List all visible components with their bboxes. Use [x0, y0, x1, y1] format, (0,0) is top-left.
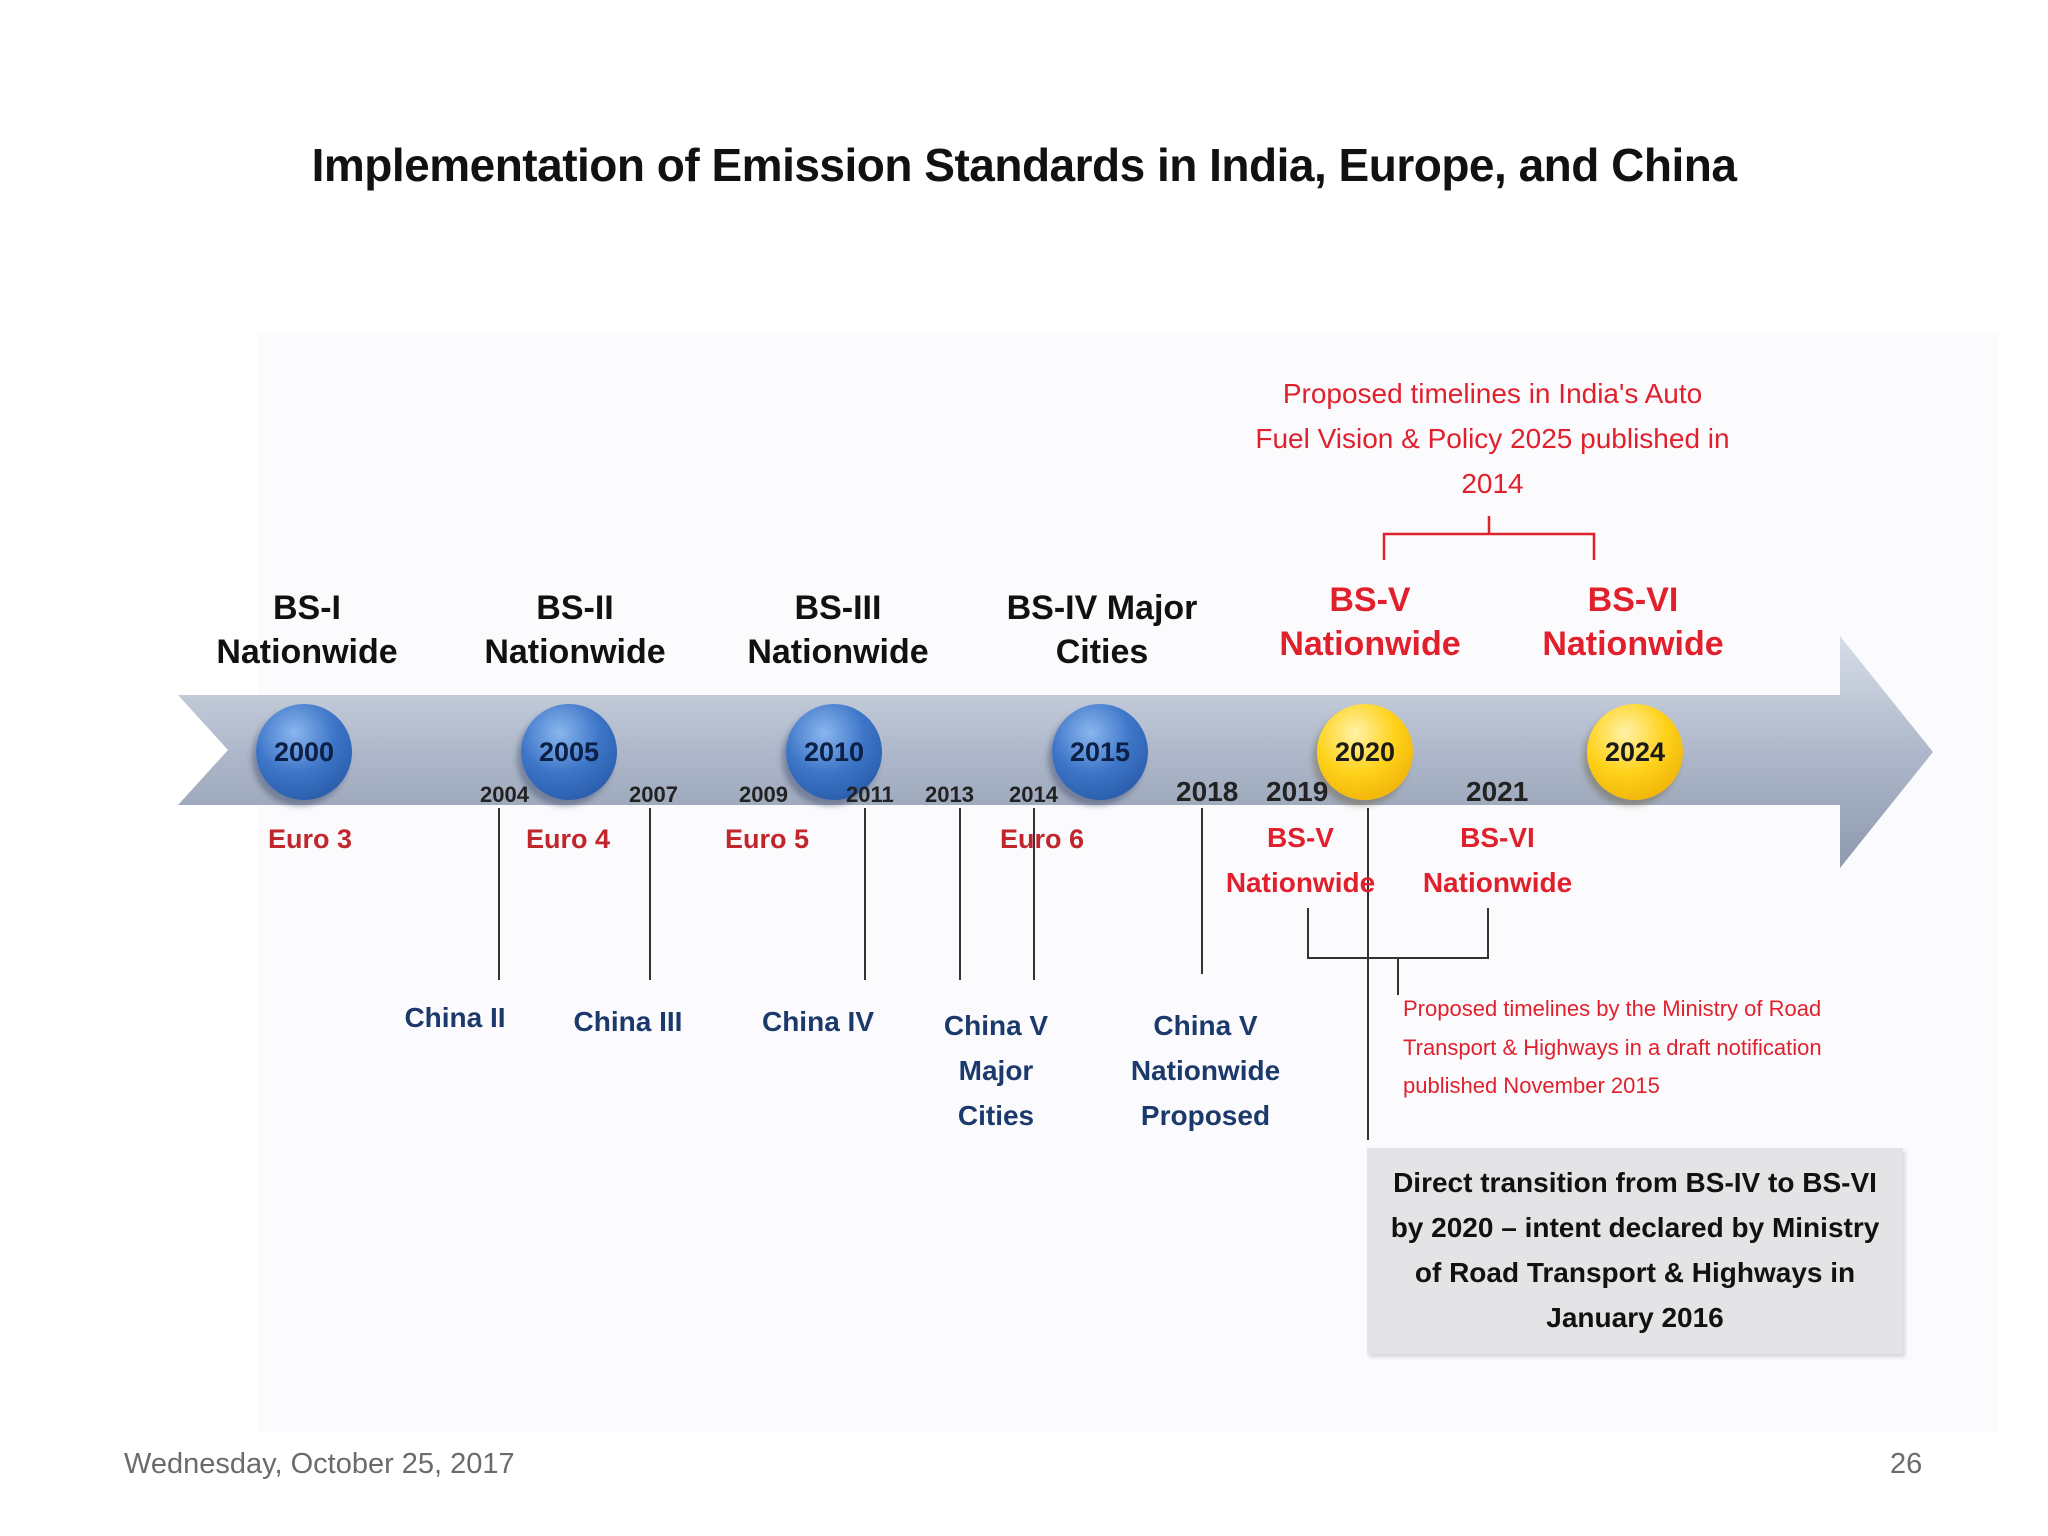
- year-circle-2020: 2020: [1317, 704, 1413, 800]
- europe-label-euro5: Euro 5: [724, 824, 810, 854]
- china-line-2007: [649, 808, 651, 980]
- ministry-label-bs5: BS-V Nationwide: [1225, 822, 1376, 898]
- ministry-year-2021: 2021: [1466, 776, 1529, 807]
- china-year-2011: 2011: [846, 782, 894, 807]
- china-year-2007: 2007: [629, 782, 678, 807]
- china-line-2004: [498, 808, 500, 980]
- europe-label-euro4: Euro 4: [525, 824, 611, 854]
- ministry-draft-note: Proposed timelines by the Ministry of Ro…: [1403, 996, 1822, 1098]
- auto-fuel-policy-note: Proposed timelines in India's Auto Fuel …: [1255, 378, 1730, 499]
- year-circle-2015: 2015: [1052, 704, 1148, 800]
- china-line-2011: [864, 808, 866, 980]
- milestone-label-bs4: BS-IV Major Cities: [1006, 589, 1198, 672]
- china-label-iv: China IV: [761, 1006, 874, 1037]
- china-year-2014: 2014: [1009, 782, 1058, 807]
- milestone-label-bs1: BS-I Nationwide: [216, 589, 398, 672]
- china-year-2013: 2013: [925, 782, 974, 807]
- china-line-2013: [959, 808, 961, 980]
- slide-title: Implementation of Emission Standards in …: [311, 139, 1737, 191]
- china-label-iii: China III: [573, 1006, 683, 1037]
- year-circle-2005: 2005: [521, 704, 617, 800]
- ministry-year-2019: 2019: [1266, 776, 1329, 807]
- milestone-label-bs2: BS-II Nationwide: [484, 589, 666, 672]
- year-circle-2024: 2024: [1587, 704, 1683, 800]
- milestone-label-bs3: BS-III Nationwide: [747, 589, 929, 672]
- china-label-v-nationwide-proposed: China V Nationwide Proposed: [1130, 1010, 1281, 1131]
- china-year-2009: 2009: [739, 782, 788, 807]
- europe-label-euro6: Euro 6: [999, 824, 1085, 854]
- direct-transition-box: Direct transition from BS-IV to BS-VI by…: [1367, 1148, 1903, 1354]
- ministry-label-bs6: BS-VI Nationwide: [1422, 822, 1573, 898]
- europe-label-euro3: Euro 3: [267, 824, 353, 854]
- milestone-label-bs5: BS-V Nationwide: [1279, 581, 1461, 664]
- footer-date: Wednesday, October 25, 2017: [124, 1448, 515, 1480]
- page-number: 26: [1890, 1448, 1923, 1480]
- china-label-v-major-cities: China V Major Cities: [943, 1010, 1049, 1131]
- china-line-2018: [1201, 808, 1203, 974]
- china-label-ii: China II: [404, 1002, 506, 1033]
- china-line-2014: [1033, 808, 1035, 980]
- year-circle-2010: 2010: [786, 704, 882, 800]
- china-year-2018: 2018: [1176, 776, 1239, 807]
- direct-transition-text: Direct transition from BS-IV to BS-VI by…: [1390, 1167, 1880, 1333]
- china-year-2004: 2004: [480, 782, 529, 807]
- milestone-label-bs6: BS-VI Nationwide: [1542, 581, 1724, 664]
- year-circle-2000: 2000: [256, 704, 352, 800]
